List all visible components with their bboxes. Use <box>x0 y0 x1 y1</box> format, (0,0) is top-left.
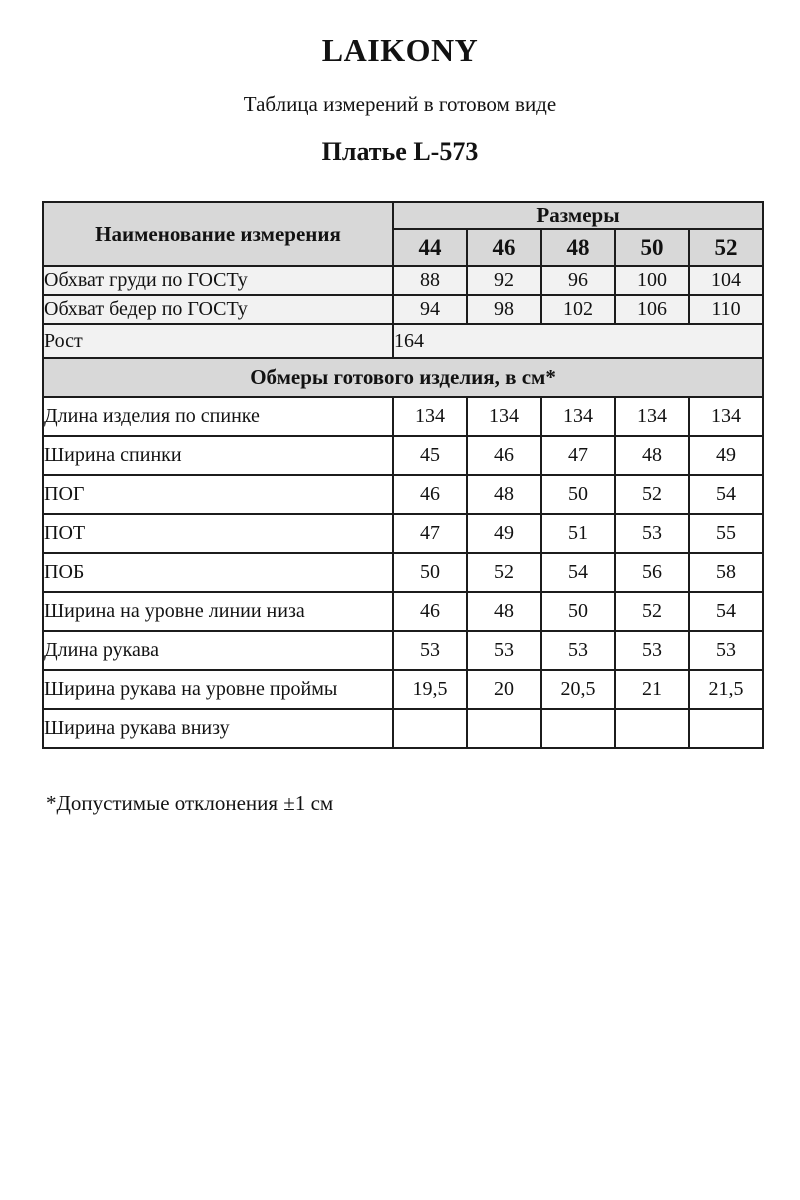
measurement-value <box>614 708 690 749</box>
measurement-label: Ширина рукава на уровне проймы <box>42 669 394 710</box>
table-row: Ширина рукава на уровне проймы 19,5 20 2… <box>42 669 765 710</box>
measurement-value <box>540 708 616 749</box>
brand-title: LAIKONY <box>321 32 479 68</box>
measurement-value: 98 <box>466 294 542 325</box>
measurement-value: 21 <box>614 669 690 710</box>
measurements-table: Наименование измерения Размеры 44 46 48 … <box>41 201 765 749</box>
measurement-value: 92 <box>466 265 542 296</box>
table-row-height: Рост 164 <box>42 323 765 359</box>
measurement-value: 134 <box>540 396 616 437</box>
measurement-value: 58 <box>687 552 765 593</box>
measurement-value: 20,5 <box>540 669 616 710</box>
measurement-value: 47 <box>540 435 616 476</box>
tolerance-footnote: *Допустимые отклонения ±1 см <box>46 791 334 815</box>
measurement-label: Длина изделия по спинке <box>42 396 394 437</box>
measurement-value: 48 <box>466 591 542 632</box>
measurement-value: 50 <box>540 591 616 632</box>
measurement-value: 164 <box>391 323 765 359</box>
measurement-value: 45 <box>392 435 468 476</box>
measurement-value: 49 <box>687 435 765 476</box>
table-row: Обхват груди по ГОСТу 88 92 96 100 104 <box>42 265 765 296</box>
measurement-value <box>466 708 542 749</box>
table-row: ПОБ 50 52 54 56 58 <box>42 552 765 593</box>
measurement-value: 55 <box>687 513 765 554</box>
measurement-label: ПОБ <box>42 552 394 593</box>
size-header-52: 52 <box>687 228 765 267</box>
measurement-value: 110 <box>687 294 765 325</box>
size-header-48: 48 <box>540 228 616 267</box>
size-header-44: 44 <box>392 228 468 267</box>
size-header-46: 46 <box>466 228 542 267</box>
section-header: Обмеры готового изделия, в см* <box>41 357 765 398</box>
measurement-value: 102 <box>540 294 616 325</box>
measurement-value: 53 <box>540 630 616 671</box>
table-row: Ширина спинки 45 46 47 48 49 <box>42 435 765 476</box>
measurement-label: ПОГ <box>42 474 394 515</box>
measurement-value: 51 <box>540 513 616 554</box>
measurement-value <box>687 708 765 749</box>
measurement-value: 134 <box>466 396 542 437</box>
product-title: Платье L-573 <box>321 137 479 166</box>
measurement-value: 53 <box>466 630 542 671</box>
measurement-label: ПОТ <box>42 513 394 554</box>
measurement-label: Обхват бедер по ГОСТу <box>42 294 394 325</box>
column-header-sizes: Размеры <box>391 201 765 230</box>
table-size-header-row: 44 46 48 50 52 <box>43 228 765 267</box>
measurement-value: 53 <box>614 513 690 554</box>
table-row: Ширина рукава внизу <box>42 708 765 749</box>
measurement-label: Ширина спинки <box>42 435 394 476</box>
column-header-measurement-name: Наименование измерения <box>42 201 394 267</box>
measurement-value: 46 <box>392 474 468 515</box>
measurement-value: 52 <box>614 474 690 515</box>
measurement-label: Обхват груди по ГОСТу <box>42 265 394 296</box>
measurement-value: 54 <box>687 474 765 515</box>
measurement-value: 49 <box>466 513 542 554</box>
measurement-value: 48 <box>614 435 690 476</box>
table-section-row: Обмеры готового изделия, в см* <box>41 357 765 398</box>
measurement-value: 48 <box>466 474 542 515</box>
table-row: Длина изделия по спинке 134 134 134 134 … <box>42 396 765 437</box>
measurement-value: 94 <box>392 294 468 325</box>
table-row: ПОТ 47 49 51 53 55 <box>42 513 765 554</box>
measurement-value: 96 <box>540 265 616 296</box>
measurement-value: 88 <box>392 265 468 296</box>
measurement-value: 53 <box>614 630 690 671</box>
measurement-value: 106 <box>614 294 690 325</box>
measurement-value: 134 <box>687 396 765 437</box>
measurement-value: 104 <box>687 265 765 296</box>
measurement-label: Ширина рукава внизу <box>42 708 394 749</box>
measurement-value <box>392 708 468 749</box>
measurement-value: 52 <box>614 591 690 632</box>
measurement-value: 21,5 <box>687 669 765 710</box>
size-header-50: 50 <box>614 228 690 267</box>
measurement-value: 50 <box>540 474 616 515</box>
measurement-label: Длина рукава <box>42 630 394 671</box>
measurement-value: 46 <box>466 435 542 476</box>
measurement-value: 134 <box>392 396 468 437</box>
measurement-value: 54 <box>687 591 765 632</box>
measurement-value: 100 <box>614 265 690 296</box>
measurement-value: 19,5 <box>392 669 468 710</box>
measurement-value: 52 <box>466 552 542 593</box>
measurement-value: 53 <box>392 630 468 671</box>
measurement-label: Рост <box>42 323 394 359</box>
measurement-value: 53 <box>687 630 765 671</box>
table-row: Длина рукава 53 53 53 53 53 <box>42 630 765 671</box>
measurement-value: 54 <box>540 552 616 593</box>
measurement-value: 46 <box>392 591 468 632</box>
measurement-value: 47 <box>392 513 468 554</box>
measurement-label: Ширина на уровне линии низа <box>42 591 394 632</box>
measurement-value: 56 <box>614 552 690 593</box>
measurement-value: 20 <box>466 669 542 710</box>
measurement-value: 50 <box>392 552 468 593</box>
table-row: Ширина на уровне линии низа 46 48 50 52 … <box>42 591 765 632</box>
table-header-row: Наименование измерения Размеры <box>42 201 765 267</box>
page-subtitle: Таблица измерений в готовом виде <box>243 92 557 116</box>
table-row: ПОГ 46 48 50 52 54 <box>42 474 765 515</box>
measurement-value: 134 <box>614 396 690 437</box>
table-row: Обхват бедер по ГОСТу 94 98 102 106 110 <box>42 294 765 325</box>
